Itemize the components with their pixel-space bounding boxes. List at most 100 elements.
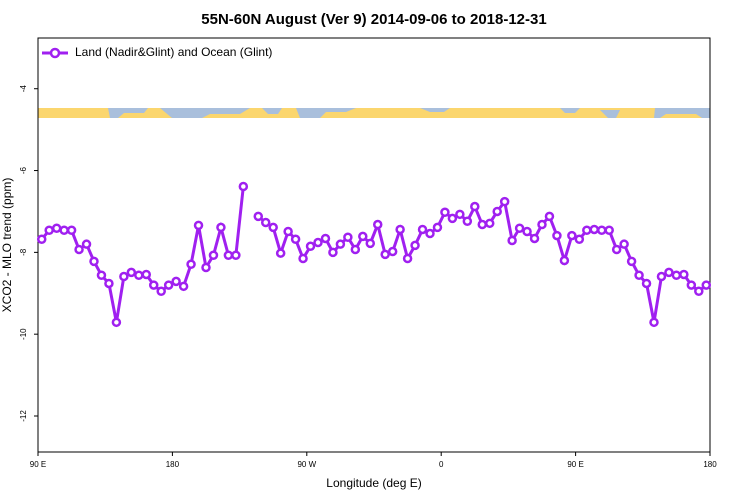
x-tick-label: 90 E	[30, 460, 46, 469]
point	[372, 219, 383, 230]
point	[634, 270, 644, 281]
point	[290, 234, 301, 245]
point	[514, 223, 525, 233]
point	[589, 224, 600, 235]
point	[611, 244, 622, 255]
point	[507, 235, 517, 246]
point	[119, 271, 129, 282]
point	[499, 196, 510, 207]
point	[522, 226, 532, 237]
map-strip	[38, 108, 710, 118]
point	[350, 244, 361, 255]
y-tick-label: -10	[19, 328, 28, 340]
y-tick-label: -6	[19, 166, 28, 174]
point	[529, 233, 540, 244]
point	[671, 270, 682, 281]
point	[596, 225, 607, 236]
point	[141, 269, 152, 280]
point	[178, 281, 189, 292]
point	[395, 224, 405, 235]
point	[477, 219, 488, 230]
point	[537, 219, 547, 230]
point	[305, 241, 316, 251]
point	[275, 248, 286, 258]
point	[208, 250, 219, 260]
point	[238, 181, 249, 192]
point	[283, 226, 293, 237]
point	[686, 280, 697, 290]
point	[417, 224, 428, 235]
y-tick-label: -12	[19, 410, 28, 422]
point	[343, 232, 353, 242]
plot-frame	[37, 37, 711, 453]
point	[492, 206, 502, 217]
point	[59, 225, 69, 236]
point	[51, 223, 62, 233]
point	[484, 218, 495, 229]
point	[193, 220, 204, 231]
point	[111, 317, 122, 328]
x-tick-label: 180	[703, 460, 717, 469]
chart-title: 55N-60N August (Ver 9) 2014-09-06 to 201…	[201, 11, 546, 28]
point	[171, 276, 181, 287]
point	[36, 234, 47, 245]
point	[582, 225, 592, 236]
point	[425, 228, 435, 239]
point	[470, 201, 480, 212]
point	[358, 231, 368, 242]
point	[253, 211, 264, 222]
point	[223, 250, 234, 260]
y-tick-label: -4	[19, 85, 28, 93]
point	[126, 267, 137, 278]
point	[320, 233, 331, 244]
point	[679, 269, 689, 280]
point	[89, 256, 99, 267]
point	[44, 225, 54, 236]
point	[268, 222, 278, 233]
x-tick-label: 90 E	[567, 460, 583, 469]
point	[656, 271, 667, 282]
x-tick-label: 0	[439, 460, 444, 469]
point	[694, 286, 704, 296]
point	[447, 213, 458, 224]
point	[619, 239, 629, 249]
point	[410, 240, 420, 251]
legend-label: Land (Nadir&Glint) and Ocean (Glint)	[75, 45, 272, 59]
point	[440, 207, 450, 218]
y-tick-label: -8	[19, 248, 28, 256]
x-tick-label: 180	[166, 460, 180, 469]
point	[66, 225, 77, 236]
point	[216, 222, 226, 233]
point	[701, 280, 712, 290]
point	[626, 256, 637, 267]
legend-marker	[49, 47, 61, 59]
x-tick-label: 90 W	[297, 460, 316, 469]
point	[313, 237, 323, 248]
point	[163, 280, 174, 290]
point	[380, 249, 390, 260]
point	[298, 253, 308, 264]
point	[186, 259, 196, 269]
point	[402, 253, 413, 264]
point	[328, 247, 338, 258]
point	[574, 234, 585, 245]
point	[335, 239, 346, 249]
y-axis-label: XCO2 - MLO trend (ppm)	[0, 178, 14, 313]
point	[387, 246, 398, 257]
point	[231, 250, 241, 260]
point	[432, 222, 443, 233]
point	[552, 230, 562, 241]
point	[81, 239, 92, 249]
point	[462, 216, 473, 227]
point	[649, 317, 659, 328]
point	[559, 255, 570, 266]
point	[455, 209, 465, 220]
point	[664, 267, 674, 278]
point	[544, 211, 555, 222]
series-line	[40, 186, 708, 323]
point	[156, 286, 166, 296]
point	[74, 244, 84, 255]
point	[641, 278, 652, 289]
point	[96, 270, 107, 281]
